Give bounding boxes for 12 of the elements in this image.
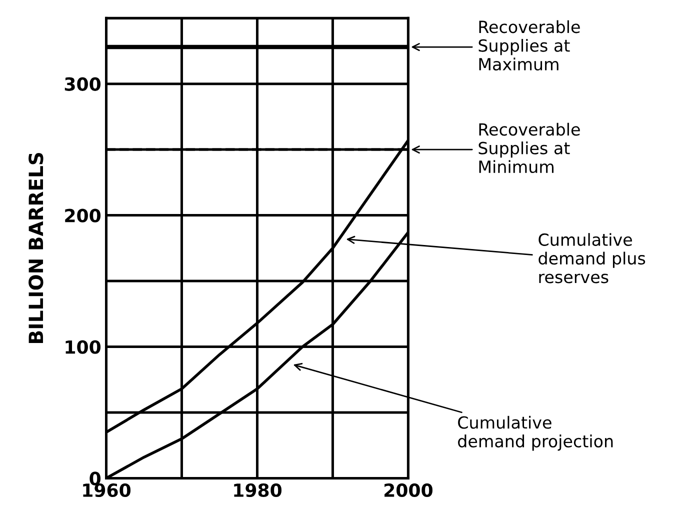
y-tick-label: 300 <box>64 77 101 91</box>
annotation: Cumulative demand projection <box>458 416 613 451</box>
annotation: Cumulative demand plus reserves <box>538 233 646 284</box>
y-axis-title: BILLION BARRELS <box>28 153 44 343</box>
ref-line-label: Recoverable Supplies at Minimum <box>478 122 580 174</box>
x-tick-label: 1980 <box>234 483 282 498</box>
x-tick-label: 1960 <box>83 483 131 498</box>
x-tick-label: 2000 <box>384 483 432 498</box>
ref-line-label: Recoverable Supplies at Maximum <box>478 20 580 71</box>
y-tick-label: 200 <box>65 208 101 222</box>
y-tick-label: 0 <box>90 472 101 486</box>
y-tick-label: 100 <box>66 340 101 354</box>
